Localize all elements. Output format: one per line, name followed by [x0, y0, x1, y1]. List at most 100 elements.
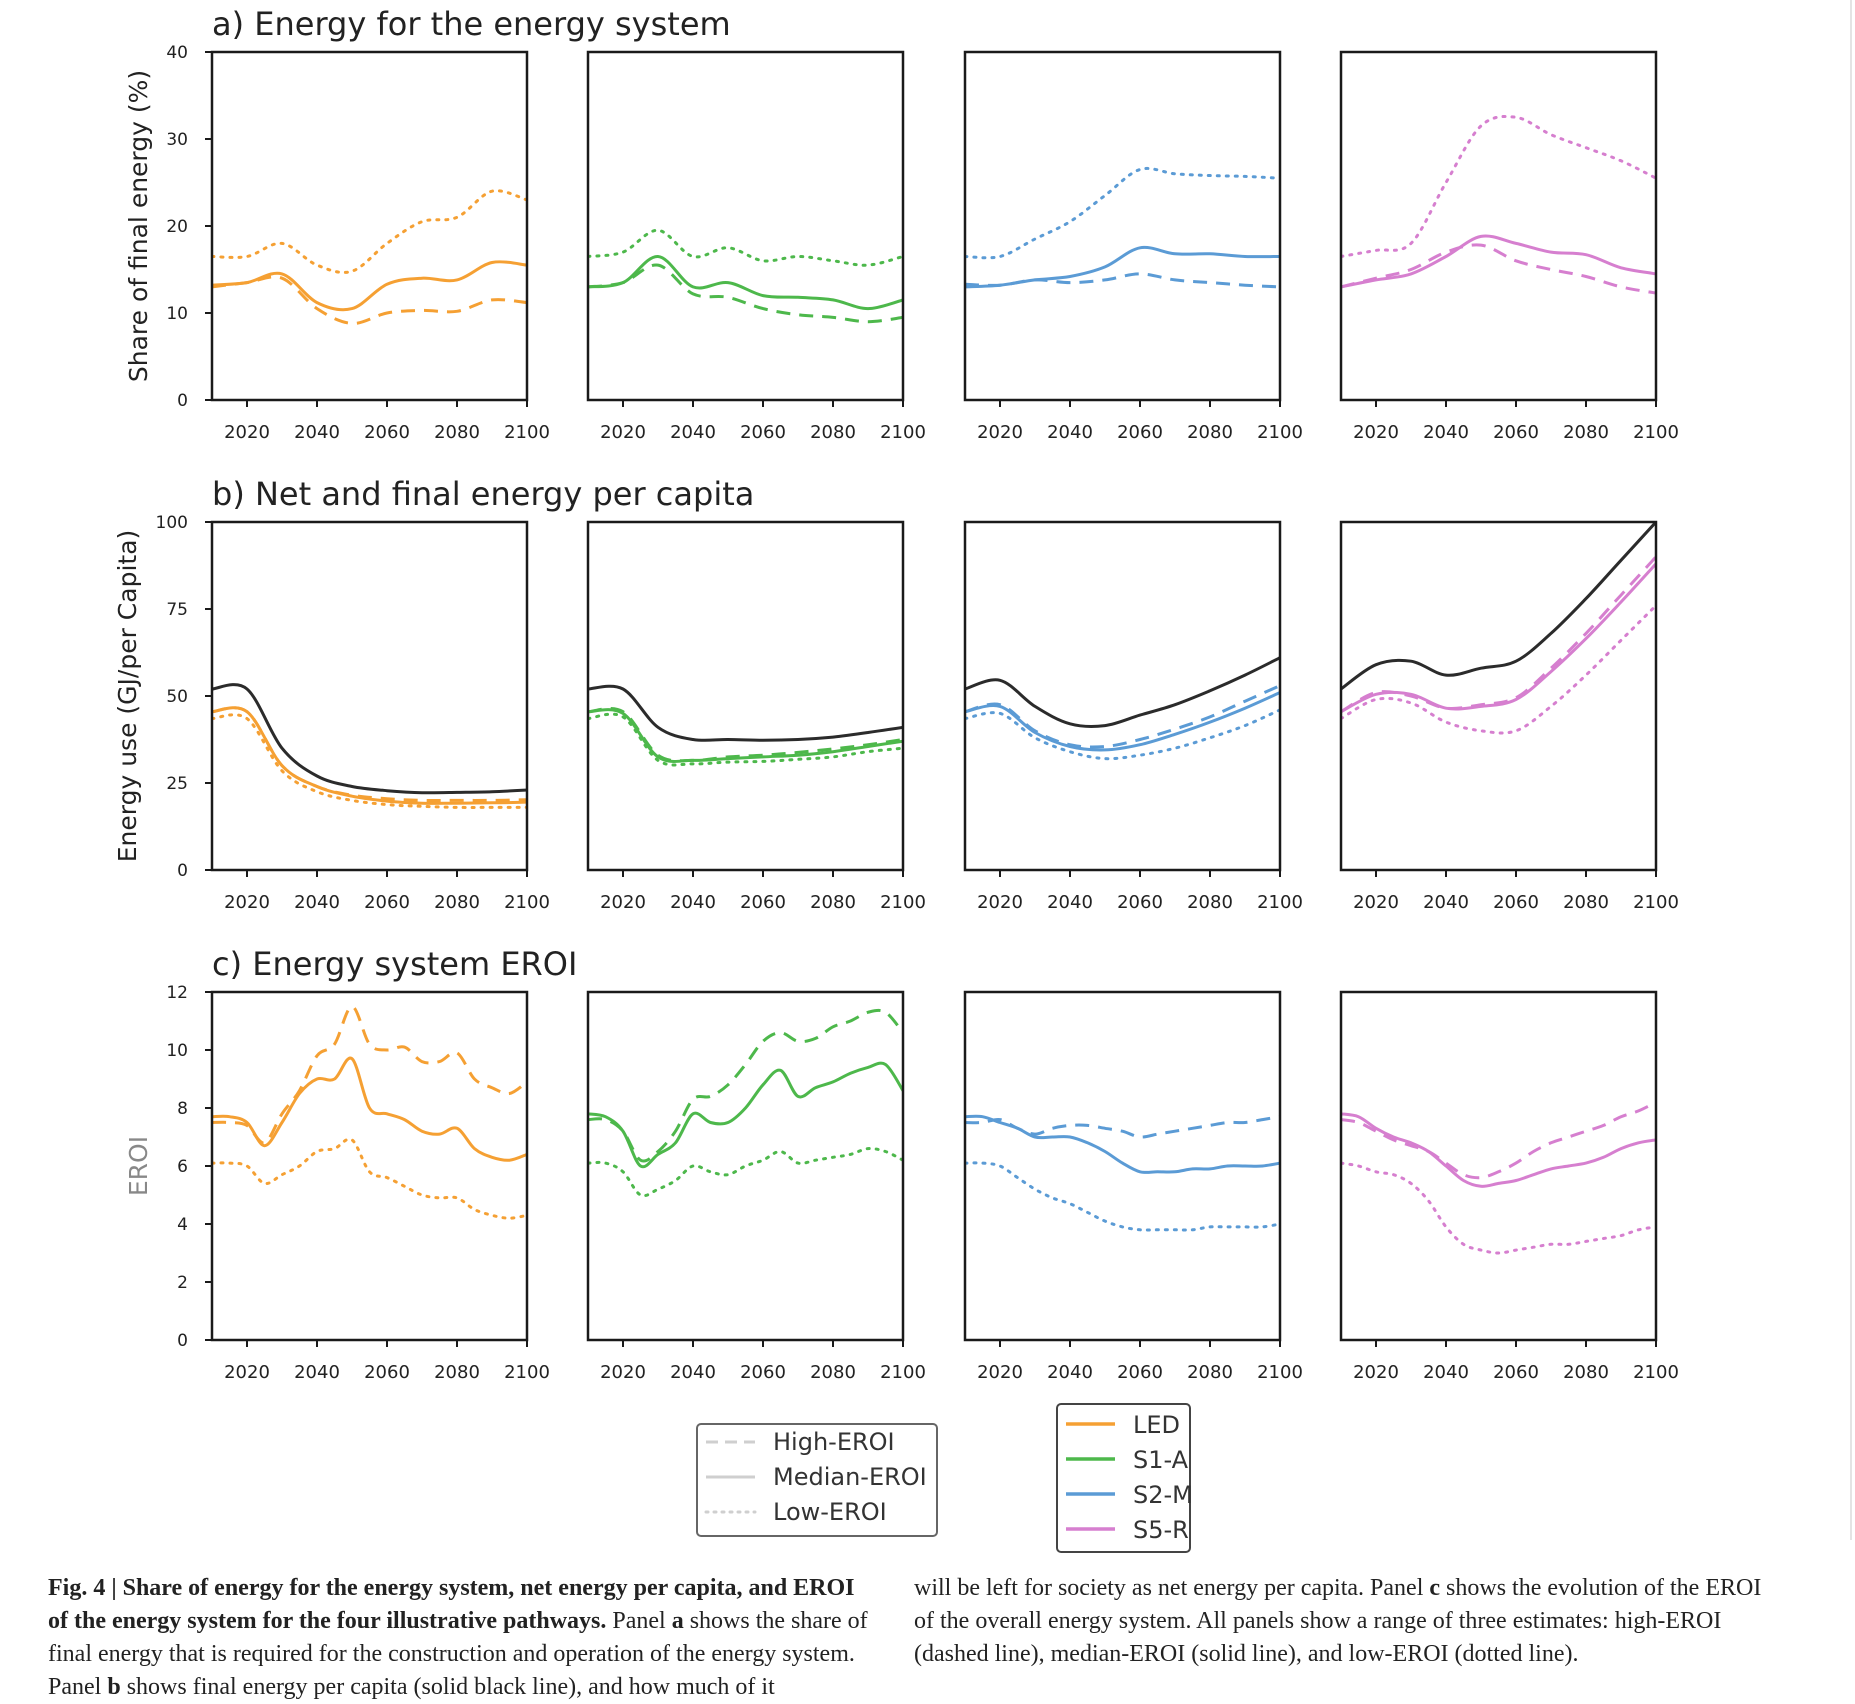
x-tick-label: 2060	[1117, 892, 1163, 913]
y-tick-label: 50	[166, 687, 188, 707]
x-tick-label: 2040	[294, 892, 340, 913]
series-line-low-eroi	[1341, 114, 1656, 258]
x-tick-label: 2020	[600, 422, 646, 443]
legend-label: S5-R	[1133, 1516, 1189, 1544]
legend-eroi-styles: High-EROI Median-EROI Low-EROI	[696, 1423, 938, 1537]
x-tick-label: 2040	[1047, 892, 1093, 913]
x-tick-label: 2060	[1493, 1362, 1539, 1383]
figure-canvas: a) Energy for the energy system Share of …	[113, 5, 1679, 1553]
series-line-final-energy	[1341, 522, 1656, 691]
page-edge	[1850, 0, 1852, 1540]
y-tick-label: 0	[177, 391, 188, 411]
series-line-low-eroi	[588, 228, 903, 267]
series-line-high-eroi	[212, 706, 527, 803]
panel-row-title: c) Energy system EROI	[212, 945, 577, 983]
series-line-high-eroi	[965, 684, 1280, 749]
y-axis-label: Energy use (GJ/per Capita)	[113, 530, 142, 863]
panel-s2-m-row3: 2020 2040 2060 2080 2100	[963, 990, 1303, 1383]
x-tick-label: 2080	[434, 422, 480, 443]
series-line-low-eroi	[212, 1137, 527, 1220]
y-tick-label: 4	[177, 1215, 188, 1235]
panel-frame	[1339, 990, 1658, 1342]
panel-frame	[586, 990, 905, 1342]
legend-pathways: LED S1-A S2-M S5-R	[1056, 1403, 1193, 1553]
y-axis-label: Share of final energy (%)	[124, 70, 153, 382]
caption-text: Panel	[606, 1608, 672, 1634]
legend-box	[696, 1423, 938, 1537]
x-tick-label: 2100	[504, 892, 550, 913]
series-line-low-eroi	[588, 712, 903, 767]
x-tick-label: 2080	[810, 892, 856, 913]
y-tick-label: 30	[166, 130, 188, 150]
series-line-high-eroi	[588, 263, 903, 324]
series-line-low-eroi	[1341, 1161, 1656, 1255]
x-tick-label: 2020	[600, 892, 646, 913]
x-tick-label: 2040	[1423, 422, 1469, 443]
panel-s2-m-row1: 2020 2040 2060 2080 2100	[963, 50, 1303, 443]
series-line-median-eroi	[965, 245, 1280, 289]
caption-left: Fig. 4 | Share of energy for the energy …	[48, 1572, 878, 1704]
y-tick-label: 75	[166, 600, 188, 620]
x-tick-label: 2100	[504, 422, 550, 443]
panel-led-row3: 2020 2040 2060 2080 2100 0 2 4 6 8 10 12	[166, 983, 550, 1383]
series-line-median-eroi	[965, 691, 1280, 752]
series-line-low-eroi	[588, 1147, 903, 1198]
x-tick-label: 2040	[1423, 892, 1469, 913]
caption-right: will be left for society as net energy p…	[914, 1572, 1764, 1671]
x-tick-label: 2020	[1353, 1362, 1399, 1383]
x-tick-label: 2020	[224, 892, 270, 913]
y-tick-label: 6	[177, 1157, 188, 1177]
x-tick-label: 2040	[294, 422, 340, 443]
x-tick-label: 2040	[1047, 1362, 1093, 1383]
series-line-median-eroi	[588, 255, 903, 311]
legend-box	[1056, 1403, 1191, 1553]
caption-text: shows the evolution of the EROI of the o…	[914, 1575, 1762, 1667]
panel-frame	[963, 520, 1282, 872]
x-tick-label: 2060	[364, 422, 410, 443]
x-tick-label: 2100	[1257, 892, 1303, 913]
series-line-median-eroi	[1341, 234, 1656, 289]
series-line-high-eroi	[1341, 1100, 1656, 1180]
series-line-median-eroi	[1341, 1112, 1656, 1188]
x-tick-label: 2060	[740, 422, 786, 443]
x-tick-label: 2020	[600, 1362, 646, 1383]
panel-row-title: b) Net and final energy per capita	[212, 475, 754, 513]
x-tick-label: 2060	[1117, 1362, 1163, 1383]
y-tick-label: 25	[166, 774, 188, 794]
x-tick-label: 2060	[740, 892, 786, 913]
series-line-median-eroi	[212, 706, 527, 805]
x-tick-label: 2100	[880, 1362, 926, 1383]
series-line-high-eroi	[588, 706, 903, 763]
x-tick-label: 2060	[1493, 892, 1539, 913]
x-tick-label: 2020	[224, 1362, 270, 1383]
legend-label: LED	[1133, 1411, 1180, 1439]
x-tick-label: 2100	[880, 892, 926, 913]
panel-frame	[586, 520, 905, 872]
x-tick-label: 2100	[1633, 892, 1679, 913]
x-tick-label: 2080	[434, 1362, 480, 1383]
series-line-final-energy	[212, 683, 527, 795]
series-line-final-energy	[588, 684, 903, 742]
x-tick-label: 2080	[1563, 1362, 1609, 1383]
panel-frame	[1339, 50, 1658, 402]
y-tick-label: 12	[166, 983, 188, 1003]
x-tick-label: 2080	[1187, 422, 1233, 443]
series-line-low-eroi	[965, 1161, 1280, 1232]
caption-text: shows final energy per capita (solid bla…	[120, 1674, 775, 1700]
series-line-high-eroi	[1341, 555, 1656, 714]
x-tick-label: 2040	[670, 422, 716, 443]
panel-s1-a-row3: 2020 2040 2060 2080 2100	[586, 990, 926, 1383]
x-tick-label: 2040	[1047, 422, 1093, 443]
panel-frame	[586, 50, 905, 402]
y-tick-label: 10	[166, 304, 188, 324]
x-tick-label: 2060	[364, 892, 410, 913]
x-tick-label: 2020	[1353, 892, 1399, 913]
x-tick-label: 2100	[880, 422, 926, 443]
x-tick-label: 2020	[977, 1362, 1023, 1383]
panel-s1-a-row1: 2020 2040 2060 2080 2100	[586, 50, 926, 443]
x-tick-label: 2060	[1117, 422, 1163, 443]
y-axis-label: EROI	[124, 1136, 153, 1196]
panel-frame	[210, 990, 529, 1342]
x-tick-label: 2080	[1563, 892, 1609, 913]
legend-label: High-EROI	[773, 1428, 895, 1456]
